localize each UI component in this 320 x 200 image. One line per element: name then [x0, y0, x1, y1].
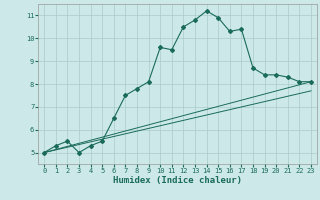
- X-axis label: Humidex (Indice chaleur): Humidex (Indice chaleur): [113, 176, 242, 185]
